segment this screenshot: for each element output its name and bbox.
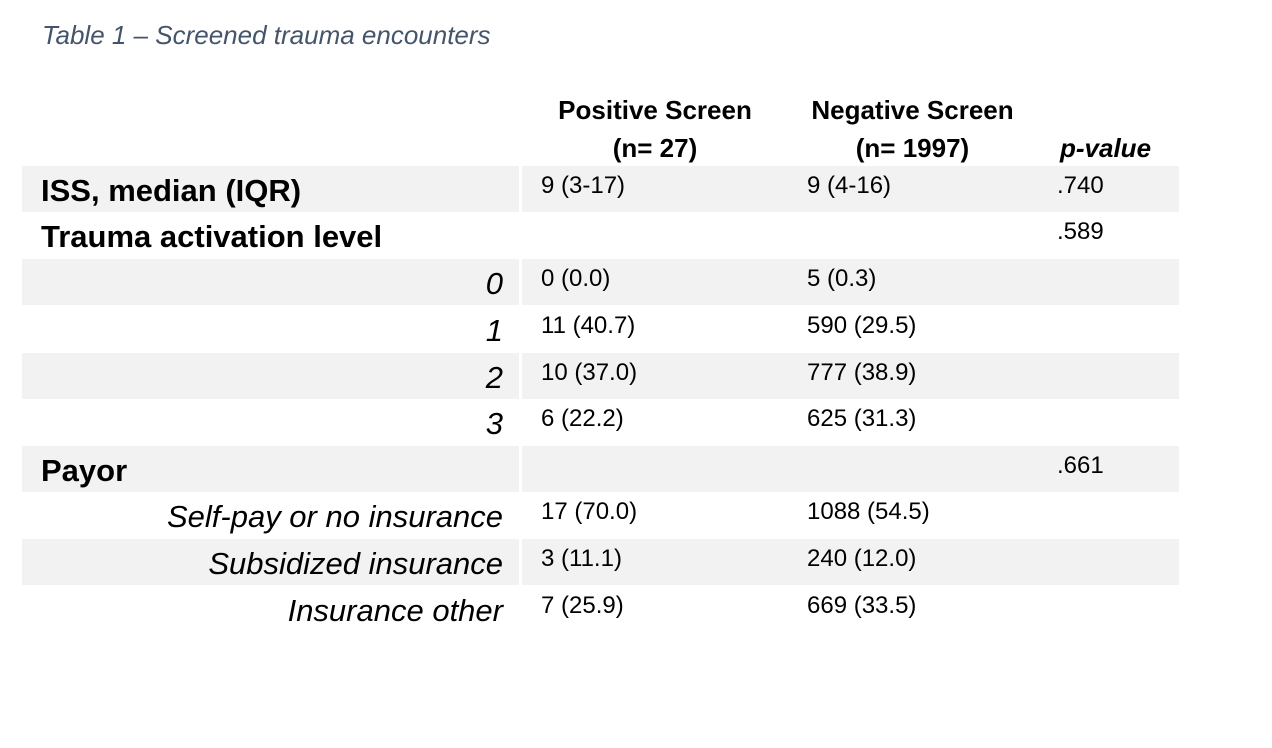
column-divider bbox=[519, 446, 522, 492]
positive-value: 0 (0.0) bbox=[541, 265, 611, 292]
positive-value: 10 (37.0) bbox=[541, 359, 638, 386]
row-label: ISS, median (IQR) bbox=[41, 173, 302, 208]
header-negative-title: Negative Screen bbox=[811, 95, 1014, 125]
table-row-level-2: 2 10 (37.0) 777 (38.9) bbox=[22, 353, 1179, 399]
row-label: Payor bbox=[41, 453, 128, 488]
negative-value: 240 (12.0) bbox=[807, 545, 917, 572]
table-caption: Table 1 – Screened trauma encounters bbox=[42, 20, 491, 50]
table-row-level-3: 3 6 (22.2) 625 (31.3) bbox=[22, 399, 1179, 445]
table-row-insurance-other: Insurance other 7 (25.9) 669 (33.5) bbox=[22, 586, 1179, 632]
row-label: 3 bbox=[485, 406, 503, 441]
table-row-subsidized: Subsidized insurance 3 (11.1) 240 (12.0) bbox=[22, 539, 1179, 585]
header-positive-screen: Positive Screen (n= 27) bbox=[530, 91, 780, 167]
column-divider bbox=[519, 353, 522, 399]
row-label: 1 bbox=[485, 313, 503, 348]
row-label: Insurance other bbox=[287, 593, 503, 628]
negative-value: 1088 (54.5) bbox=[807, 498, 930, 525]
positive-value: 6 (22.2) bbox=[541, 405, 624, 432]
column-divider bbox=[519, 166, 522, 212]
negative-value: 9 (4-16) bbox=[807, 172, 892, 199]
row-label: Subsidized insurance bbox=[208, 546, 503, 581]
negative-value: 625 (31.3) bbox=[807, 405, 917, 432]
positive-value: 11 (40.7) bbox=[541, 312, 636, 339]
header-positive-count: (n= 27) bbox=[612, 133, 698, 163]
column-divider bbox=[519, 259, 522, 305]
header-positive-title: Positive Screen bbox=[558, 95, 752, 125]
row-label: 0 bbox=[485, 266, 503, 301]
table-row-trauma-activation: Trauma activation level .589 bbox=[22, 212, 1179, 258]
positive-value: 3 (11.1) bbox=[541, 545, 622, 572]
p-value: .589 bbox=[1057, 218, 1104, 245]
negative-value: 590 (29.5) bbox=[807, 312, 917, 339]
p-value: .661 bbox=[1057, 452, 1104, 479]
positive-value: 17 (70.0) bbox=[541, 498, 638, 525]
negative-value: 5 (0.3) bbox=[807, 265, 877, 292]
table-row-iss: ISS, median (IQR) 9 (3-17) 9 (4-16) .740 bbox=[22, 166, 1179, 212]
row-label: Self-pay or no insurance bbox=[166, 499, 503, 534]
column-divider bbox=[519, 539, 522, 585]
table-row-self-pay: Self-pay or no insurance 17 (70.0) 1088 … bbox=[22, 492, 1179, 538]
positive-value: 9 (3-17) bbox=[541, 172, 626, 199]
table-row-level-1: 1 11 (40.7) 590 (29.5) bbox=[22, 306, 1179, 352]
positive-value: 7 (25.9) bbox=[541, 592, 624, 619]
p-value: .740 bbox=[1057, 172, 1104, 199]
row-label: Trauma activation level bbox=[41, 219, 383, 254]
table-row-payor: Payor .661 bbox=[22, 446, 1179, 492]
header-p-value: p-value bbox=[1060, 133, 1152, 163]
row-label: 2 bbox=[485, 360, 503, 395]
header-negative-count: (n= 1997) bbox=[855, 133, 970, 163]
header-negative-screen: Negative Screen (n= 1997) bbox=[790, 91, 1035, 167]
negative-value: 669 (33.5) bbox=[807, 592, 917, 619]
negative-value: 777 (38.9) bbox=[807, 359, 917, 386]
table-row-level-0: 0 0 (0.0) 5 (0.3) bbox=[22, 259, 1179, 305]
